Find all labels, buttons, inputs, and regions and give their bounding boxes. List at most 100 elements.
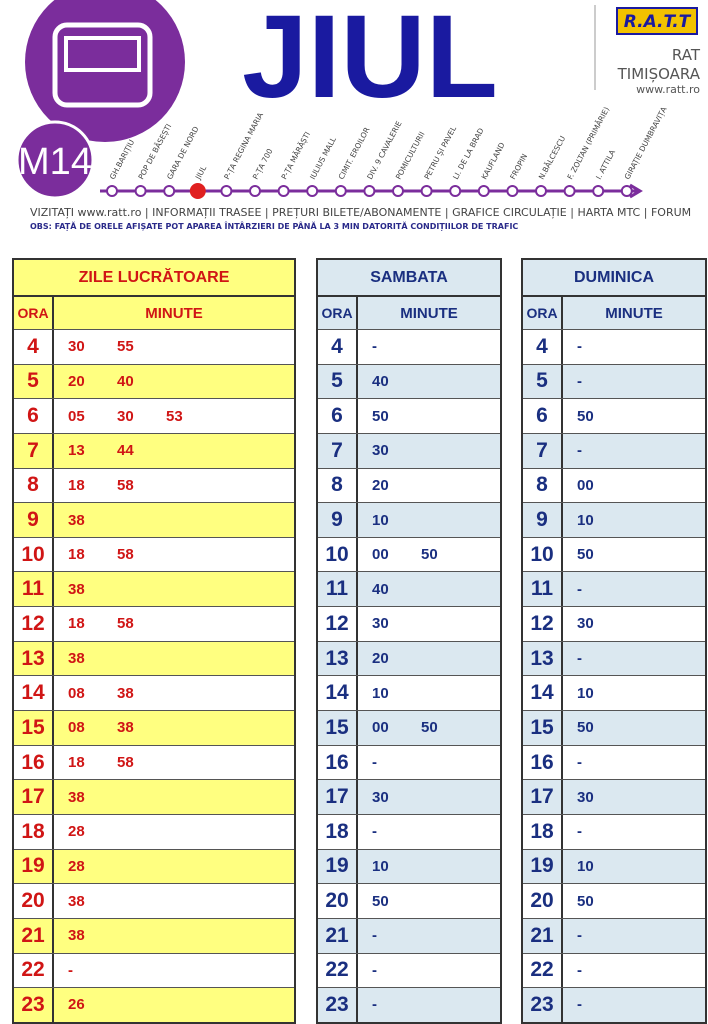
hour: 10 [318,537,358,572]
hour-row: 10 50 [523,536,705,572]
minute: 00 [577,476,594,494]
minutes: - [358,330,500,364]
hour: 23 [318,988,358,1022]
hour: 7 [523,433,563,468]
minutes: 00 50 [358,538,500,572]
hour-row: 21- [318,917,500,953]
minutes: - [358,919,500,953]
hour: 11 [318,572,358,607]
link[interactable]: INFORMAȚII TRASEE [152,206,261,219]
hour-row: 8 00 [523,467,705,503]
hour: 20 [318,884,358,918]
hour: 8 [318,468,358,503]
link[interactable]: GRAFICE CIRCULAȚIE [452,206,567,219]
link[interactable]: FORUM [651,206,691,219]
hour: 4 [523,330,563,364]
hour: 6 [523,399,563,433]
stop-dot [334,185,347,197]
minute: 50 [421,719,438,737]
minutes: 05 30 53 [54,399,294,433]
stop-name: N.BĂLCESCU [537,134,567,181]
hour-row: 11- [523,571,705,607]
hour-row: 7 30 [318,432,500,468]
link[interactable]: VIZITAȚI www.ratt.ro [30,206,142,219]
hour: 15 [523,711,563,745]
minute: 50 [577,546,594,564]
hour: 13 [523,641,563,676]
stop-dot [220,185,233,197]
minute: 30 [372,442,389,460]
hour: 22 [523,953,563,988]
minutes: 20 [358,469,500,503]
hour-row: 11 40 [318,571,500,607]
route-arrow [629,183,643,199]
hour-row: 5- [523,363,705,399]
hour-row: 20 50 [318,883,500,918]
minute: - [68,961,73,979]
hour: 9 [318,503,358,537]
separator: | [441,206,452,219]
minute: 10 [372,511,389,529]
hour-row: 7 13 44 [14,432,294,468]
minutes: 08 38 [54,676,294,710]
minute: 38 [68,511,85,529]
minutes: 38 [54,572,294,606]
hour-row: 6 50 [318,398,500,433]
minute: 38 [68,788,85,806]
minutes: 40 [358,572,500,606]
minute: 50 [421,546,438,564]
minute: 26 [68,996,85,1014]
hour-row: 10 00 50 [318,536,500,572]
hour: 10 [14,537,54,572]
hour-row: 19 10 [523,848,705,884]
stop-name: I. ATTILA [594,147,617,180]
hour-row: 20 50 [523,883,705,918]
link[interactable]: PREȚURI BILETE/ABONAMENTE [272,206,441,219]
hour-row: 8 18 58 [14,467,294,503]
minute-header: MINUTE [400,304,458,322]
hour-row: 7- [523,432,705,468]
minute: 00 [372,719,389,737]
separator: | [640,206,651,219]
minutes: 30 55 [54,330,294,364]
minutes: 20 [358,642,500,676]
minute: 38 [117,719,134,737]
hour: 9 [14,503,54,537]
hour-row: 8 20 [318,467,500,503]
minute: 28 [68,857,85,875]
minute: 13 [68,442,85,460]
line-number: M14 [18,141,92,183]
hour: 5 [523,364,563,399]
hour: 14 [318,676,358,711]
minute: 10 [372,684,389,702]
hour: 17 [318,780,358,814]
minute: 18 [68,754,85,771]
minutes: 38 [54,780,294,814]
minutes: - [563,919,705,953]
site: www.ratt.ro [636,83,700,96]
minute: 58 [117,615,134,633]
stop-name: P-ȚA 700 [251,147,276,181]
stop-dot [449,185,462,197]
stop-dot [163,185,176,197]
minute: 50 [577,892,594,910]
minute: - [372,996,377,1014]
minute: - [577,961,582,979]
minutes: 30 [563,607,705,641]
link[interactable]: HARTA MTC [577,206,640,219]
hour: 17 [14,780,54,814]
minutes: 10 [563,503,705,537]
minutes: 28 [54,850,294,884]
minute: - [577,927,582,945]
hour: 22 [14,953,54,988]
minute: 20 [372,650,389,668]
stop-dot [535,185,547,197]
hour: 10 [523,537,563,572]
minute: 38 [68,927,85,945]
hour: 6 [318,399,358,433]
minutes: - [358,815,500,849]
minute: 38 [68,650,85,668]
minutes: 10 [358,850,500,884]
header-row: ORA MINUTE [523,295,705,329]
hour-row: 6 05 30 53 [14,398,294,433]
